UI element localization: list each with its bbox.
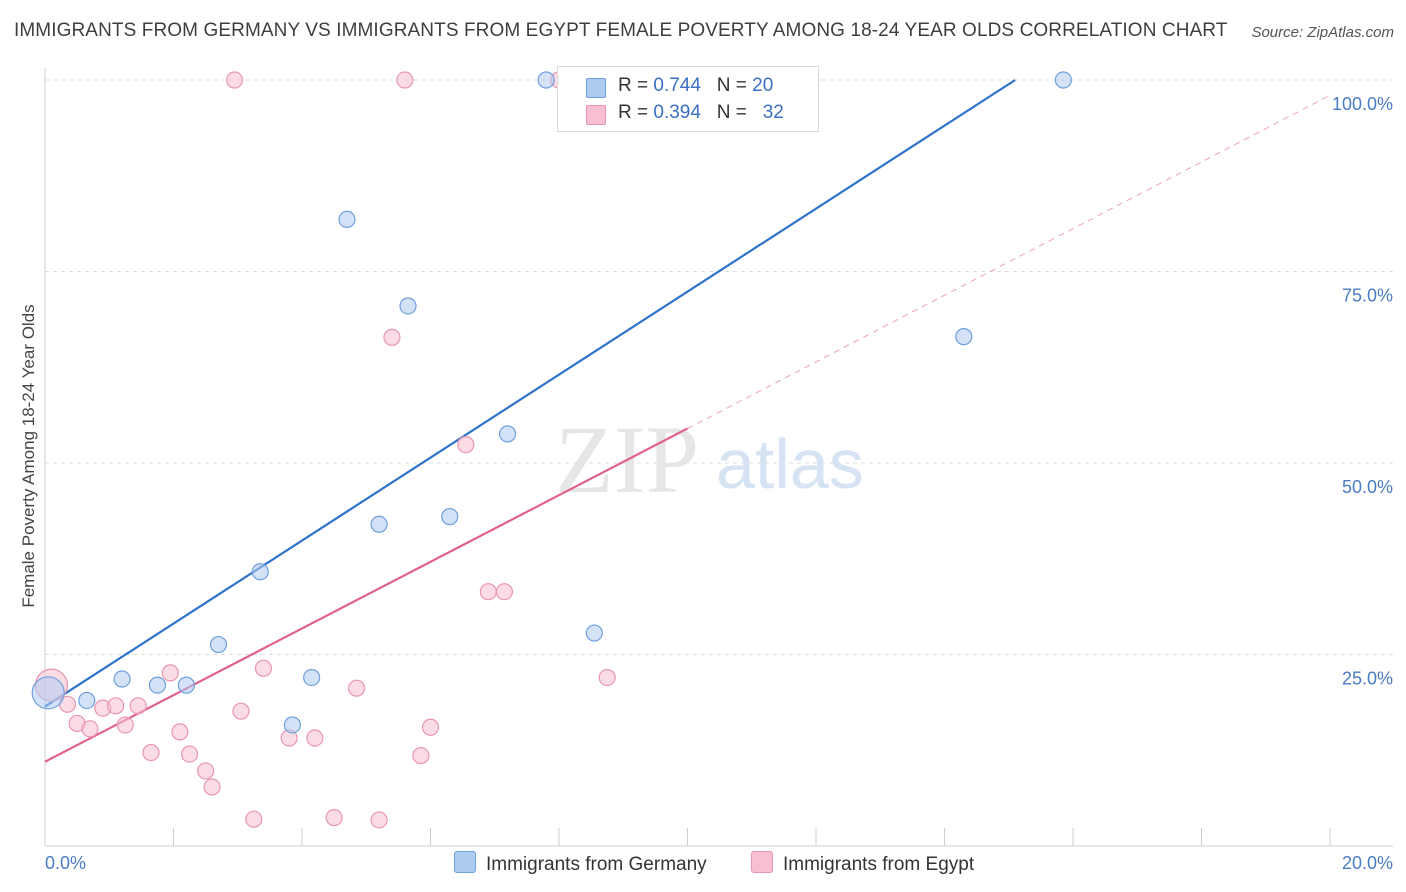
- egypt-legend-label: Immigrants from Egypt: [783, 854, 975, 875]
- germany-legend-swatch: [454, 851, 476, 873]
- series-legend-egypt[interactable]: Immigrants from Egypt: [751, 851, 974, 876]
- germany-trend-line: [44, 79, 1016, 708]
- egypt-point: [325, 809, 343, 827]
- germany-point: [177, 676, 195, 694]
- chart-title: IMMIGRANTS FROM GERMANY VS IMMIGRANTS FR…: [14, 20, 1228, 41]
- germany-n-label: N =: [716, 75, 753, 96]
- germany-n-value: 20: [752, 75, 774, 96]
- egypt-point: [116, 716, 134, 734]
- egypt-n-label: N =: [716, 102, 753, 123]
- germany-point: [251, 563, 269, 581]
- egypt-point: [348, 679, 366, 697]
- y-tick-label: 25.0%: [1342, 669, 1393, 689]
- stats-legend: R = 0.744 N = 20 R = 0.394 N = 32: [557, 66, 819, 132]
- tick-labels: 25.0% 50.0% 75.0% 100.0% 0.0% 20.0%: [45, 94, 1393, 873]
- watermark-atlas: atlas: [716, 425, 864, 503]
- germany-point: [31, 676, 65, 710]
- series-legend-germany[interactable]: Immigrants from Germany: [454, 851, 707, 876]
- egypt-trend-extension: [687, 94, 1331, 429]
- germany-point: [283, 716, 301, 734]
- y-tick-label: 75.0%: [1342, 286, 1393, 306]
- egypt-point: [161, 664, 179, 682]
- egypt-point: [203, 778, 221, 796]
- egypt-point: [383, 328, 401, 346]
- egypt-legend-swatch: [751, 851, 773, 873]
- egypt-r-label: R =: [618, 102, 654, 123]
- x-tick-label: 0.0%: [45, 853, 86, 873]
- egypt-point: [197, 762, 215, 780]
- data-points: [31, 71, 1072, 829]
- germany-point: [955, 328, 973, 346]
- egypt-point: [421, 718, 440, 736]
- egypt-n-value: 32: [762, 102, 784, 123]
- germany-point: [499, 425, 517, 443]
- egypt-point: [225, 71, 244, 89]
- egypt-point: [232, 702, 250, 720]
- trend-lines: [44, 79, 1331, 763]
- germany-point: [303, 668, 321, 687]
- axes: [44, 68, 1393, 847]
- egypt-point: [370, 811, 388, 829]
- egypt-swatch: [586, 105, 606, 125]
- germany-legend-label: Immigrants from Germany: [486, 854, 707, 875]
- egypt-point: [180, 745, 199, 763]
- egypt-point: [598, 668, 616, 687]
- egypt-point: [171, 723, 189, 741]
- germany-point: [209, 635, 228, 654]
- egypt-trend-line: [44, 427, 689, 763]
- germany-point: [441, 508, 459, 526]
- egypt-point: [245, 810, 263, 828]
- egypt-point: [495, 583, 513, 601]
- y-tick-label: 50.0%: [1342, 477, 1393, 497]
- egypt-point: [396, 71, 414, 89]
- egypt-point: [479, 583, 497, 601]
- watermark: ZIP atlas: [555, 406, 864, 513]
- germany-r-label: R =: [618, 75, 654, 96]
- egypt-point: [254, 659, 273, 677]
- egypt-point: [306, 729, 324, 747]
- source-label: Source: ZipAtlas.com: [1251, 24, 1394, 41]
- egypt-point: [81, 720, 99, 738]
- egypt-r-value: 0.394: [653, 102, 701, 123]
- y-axis-title: Female Poverty Among 18-24 Year Olds: [19, 304, 38, 607]
- egypt-point: [129, 697, 147, 715]
- germany-swatch: [586, 78, 606, 98]
- x-tick-label: 20.0%: [1342, 853, 1393, 873]
- grid-lines: [45, 79, 1393, 655]
- egypt-point: [107, 697, 125, 715]
- germany-point: [370, 515, 388, 533]
- germany-point: [113, 670, 131, 688]
- germany-point: [338, 210, 356, 229]
- germany-point: [78, 691, 96, 710]
- germany-point: [399, 297, 417, 315]
- germany-point: [537, 71, 555, 89]
- germany-point: [585, 624, 603, 642]
- egypt-point: [457, 436, 475, 454]
- egypt-point: [142, 743, 160, 762]
- egypt-point: [412, 747, 430, 765]
- germany-r-value: 0.744: [653, 75, 701, 96]
- germany-point: [148, 676, 167, 694]
- germany-point: [1054, 71, 1072, 89]
- y-tick-label: 100.0%: [1332, 94, 1393, 114]
